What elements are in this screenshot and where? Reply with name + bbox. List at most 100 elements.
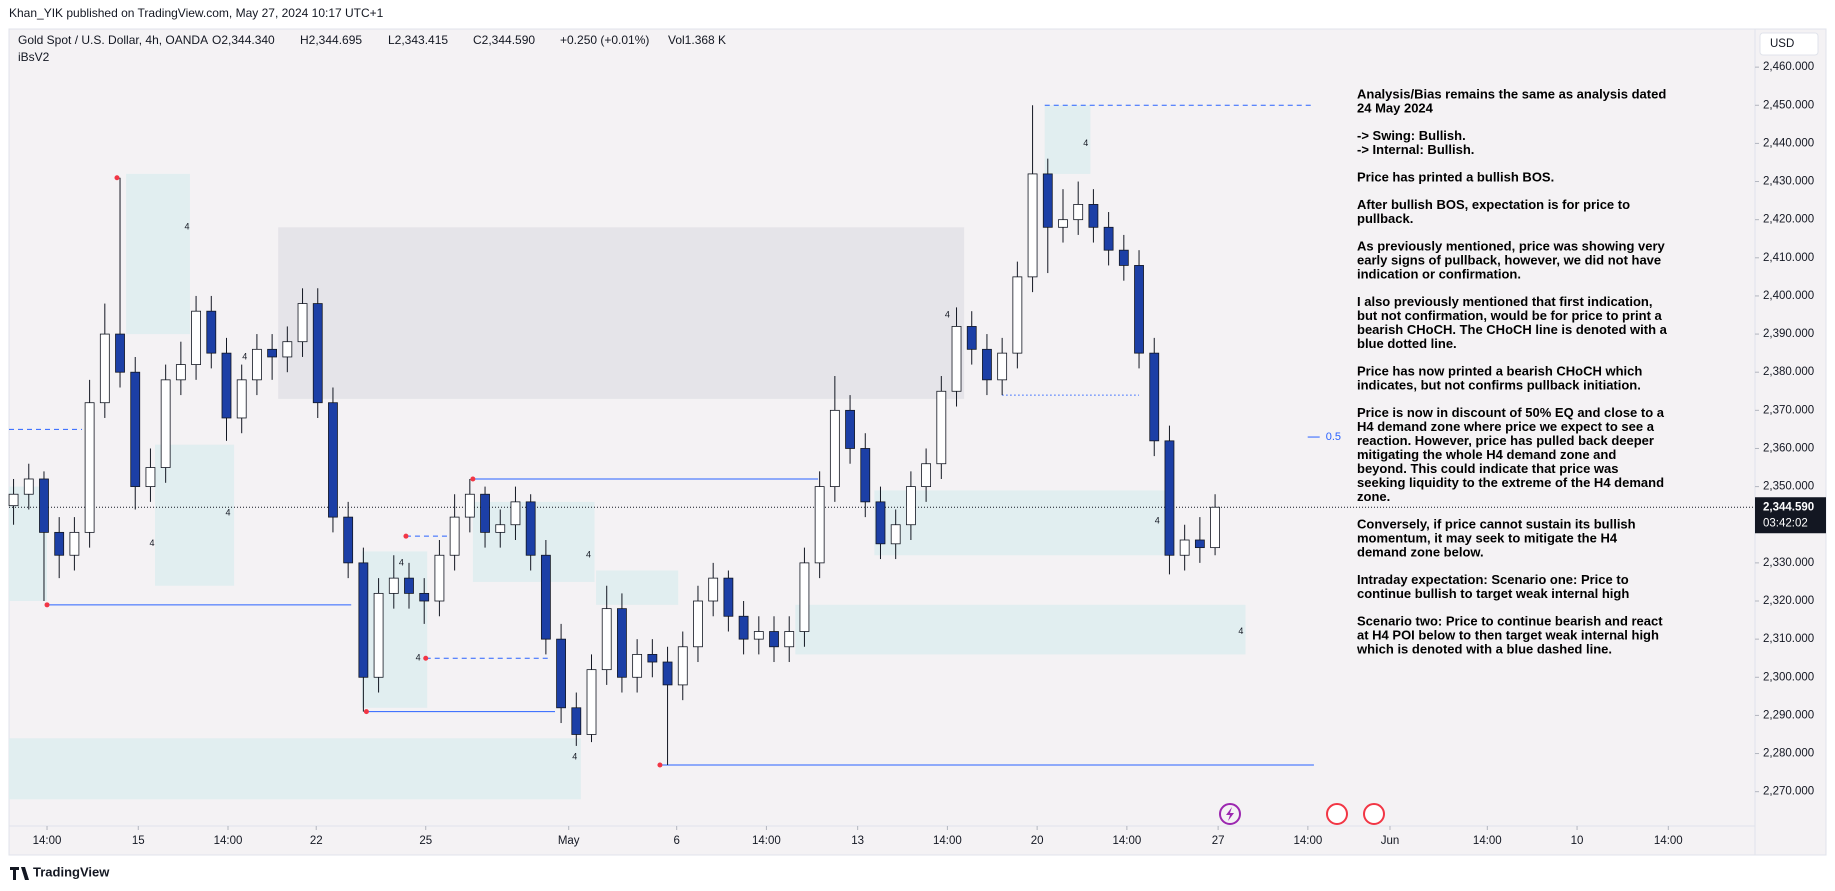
x-tick-label: 6 [673,835,679,847]
x-tick-label: 14:00 [33,835,62,847]
currency[interactable]: USD [1770,38,1794,50]
swing-point [657,762,663,768]
candle-body [388,577,399,594]
y-tick-label: 2,310.000 [1763,633,1814,645]
x-tick-label: 14:00 [933,835,962,847]
candle-body [267,348,278,358]
currency-button[interactable] [1759,32,1819,56]
analysis-line: Conversely, if price cannot sustain its … [1357,516,1636,531]
swing-point [423,655,429,661]
y-tick-label: 2,420.000 [1763,214,1814,226]
analysis-line: -> Internal: Bullish. [1357,142,1474,157]
candle-body [1073,204,1084,221]
x-tick-label: 14:00 [1654,835,1683,847]
analysis-line: mitigating the whole H4 demand zone and [1357,447,1616,462]
ohlc-open: O2,344.340 [212,33,275,47]
zone-label: 4 [945,309,950,319]
analysis-line: continue bullish to target weak internal… [1357,586,1629,601]
candle-body [845,409,855,449]
analysis-line: After bullish BOS, expectation is for pr… [1357,197,1630,212]
candle-body [175,364,186,381]
y-tick-label: 2,360.000 [1763,443,1814,455]
zone [155,444,235,586]
last-price-label: 2,344.590 [1763,501,1814,513]
candle-body [1164,440,1175,556]
analysis-line: zone. [1357,489,1390,504]
candle-body [905,486,916,526]
y-tick-label: 2,410.000 [1763,252,1814,264]
analysis-line: Price has printed a bullish BOS. [1357,169,1554,184]
volume: Vol1.368 K [668,33,726,47]
analysis-line: demand zone below. [1357,544,1484,559]
y-tick-label: 2,430.000 [1763,176,1814,188]
candle-body [632,653,643,678]
candle-body [449,516,460,556]
analysis-line: Analysis/Bias remains the same as analys… [1357,86,1666,101]
zone-label: 4 [586,550,591,560]
analysis-line: momentum, it may seek to mitigate the H4 [1357,530,1618,545]
candle-body [23,478,34,495]
ohlc-close: C2,344.590 [473,33,535,47]
x-tick-label: 14:00 [752,835,781,847]
legend: Gold Spot / U.S. Dollar, 4h, OANDA O2,34… [18,33,726,64]
candle-body [982,348,992,381]
candle-body [677,646,688,686]
candle-body [404,577,414,594]
candle-body [373,592,384,678]
zone-label: 4 [149,538,154,548]
y-tick-label: 2,330.000 [1763,557,1814,569]
zone [9,738,581,800]
zone-label: 4 [1238,626,1243,636]
candle-body [601,608,612,671]
event-icon[interactable] [1219,803,1241,825]
y-tick-label: 2,300.000 [1763,671,1814,683]
y-tick-label: 2,390.000 [1763,328,1814,340]
analysis-line: -> Swing: Bullish. [1357,128,1466,143]
candle-body [221,352,232,419]
candle-body [282,341,293,358]
candle-body [1149,352,1160,442]
candle-body [297,303,308,343]
x-tick-label: 15 [132,835,145,847]
analysis-line: reaction. However, price has pulled back… [1357,433,1654,448]
candle-body [236,379,247,419]
y-tick-label: 2,370.000 [1763,404,1814,416]
x-tick-label: May [558,835,580,847]
candle-body [769,631,779,648]
candle-body [525,501,536,556]
candle-body [69,531,80,556]
swing-point [363,709,369,715]
analysis-line: early signs of pullback, however, we did… [1357,252,1661,267]
countdown: 03:42:02 [1763,517,1808,529]
candle-body [1012,276,1023,354]
candle-body [252,348,262,381]
x-tick-label: 10 [1571,835,1584,847]
analysis-line: seeking liquidity to the extreme of the … [1357,475,1664,490]
candle-body [617,608,627,678]
candle-body [875,501,886,545]
candle-body [753,631,764,640]
event-flag[interactable] [1326,803,1348,825]
candle-body [784,631,795,648]
candle-body [890,524,901,545]
analysis-line: Price is now in discount of 50% EQ and c… [1357,405,1665,420]
analysis-line: 24 May 2024 [1357,100,1434,115]
zone [361,551,428,708]
analysis-line: I also previously mentioned that first i… [1357,294,1652,309]
candle-body [1194,539,1205,549]
candle-body [738,615,749,640]
ohlc-high: H2,344.695 [300,33,362,47]
candle-body [814,486,825,564]
event-flag[interactable] [1363,803,1385,825]
x-tick-label: 14:00 [214,835,243,847]
x-tick-label: Jun [1381,835,1400,847]
candle-body [39,478,49,533]
zone [126,173,190,335]
x-tick-label: 25 [419,835,432,847]
candle-body [1027,173,1038,278]
analysis-line: Price has now printed a bearish CHoCH wh… [1357,363,1642,378]
y-tick-label: 2,440.000 [1763,137,1814,149]
logo-mark [10,867,29,880]
candle-body [799,562,810,632]
candle-body [343,516,354,564]
